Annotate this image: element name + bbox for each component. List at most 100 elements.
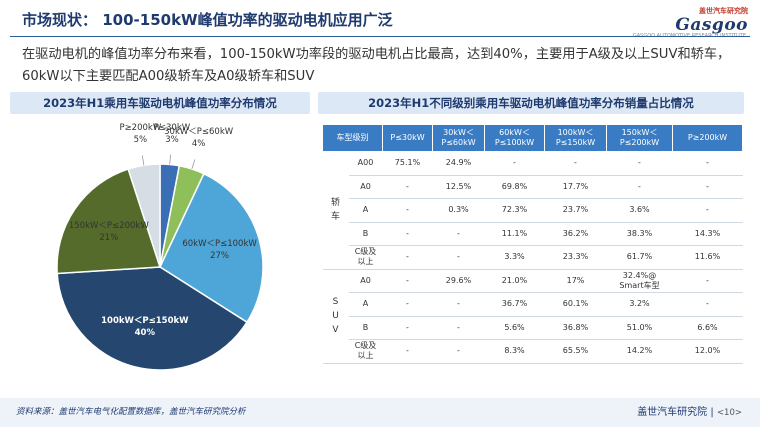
table-cell: 12.5% (432, 175, 485, 199)
source-note: 资料来源：盖世汽车电气化配置数据库，盖世汽车研究院分析 (16, 407, 246, 417)
table-cell: 38.3% (606, 222, 673, 246)
pie-slice-100-150-name: 100kW＜P≤150kW (101, 315, 189, 326)
table-cell: 60.1% (544, 292, 607, 317)
table-header-cell: P≤30kW (382, 124, 433, 152)
pie-slice-60-100-name: 60kW＜P≤100kW (182, 238, 257, 249)
table-cell: 32.4%@ Smart车型 (606, 269, 673, 293)
table-cell: - (382, 175, 433, 199)
pie-slice-150-200-value: 21% (99, 233, 119, 244)
table-header-cell: 30kW＜ P≤60kW (432, 124, 485, 152)
table-cell: 65.5% (544, 339, 607, 364)
table-cell: - (606, 151, 673, 176)
pie-slice-p-le-30-label: P≤30kW 3% (154, 122, 190, 146)
table-level-cell: A00 (348, 151, 383, 176)
table-row: 轿车 A00 75.1% 24.9% - - - - (322, 151, 743, 270)
table-cell: 36.8% (544, 316, 607, 340)
table-header-cell: 车型级别 (322, 124, 383, 152)
table-row: A - -36.7% 60.1% 3.2% - (323, 292, 743, 317)
table-cell: 14.2% (606, 339, 673, 364)
table-cell: 11.6% (672, 245, 743, 270)
table-cell: - (382, 292, 433, 317)
table-cell: - (382, 245, 433, 270)
pie-slice-60-100-value: 27% (210, 250, 230, 261)
table-cell: 0.3% (432, 198, 485, 223)
table-level-cell: A (348, 292, 383, 317)
title-divider (10, 36, 750, 37)
table-level-cell: B (348, 222, 383, 246)
page-number: <10> (716, 408, 742, 418)
logo-main-text: Gasgoo (675, 15, 748, 35)
table-level-cell: B (348, 316, 383, 340)
pie-slice-150-200-name: 150kW＜P≤200kW (68, 221, 149, 232)
table-row: C级及 以上 - -3.3% 23.3% 61.7% 11.6% (323, 245, 743, 270)
pie-slice-p-ge-200-leader (141, 155, 145, 166)
pie-slice-100-150 (56, 266, 249, 371)
table-cell: 11.1% (484, 222, 545, 246)
table-header-cell: P≥200kW (672, 124, 743, 152)
pie-slice-30-60-label: 30kW＜P≤60kW 4% (164, 126, 233, 150)
table-cell: - (544, 151, 607, 176)
table-cell: - (382, 339, 433, 364)
footer-separator: | (710, 407, 717, 418)
pie-slice-60-100-label: 60kW＜P≤100kW 27% (182, 238, 256, 262)
pie-slice-150-200-label: 150kW＜P≤200kW 21% (69, 220, 149, 244)
gasgoo-logo: 盖世汽车研究院 Gasgoo GASGOO AUTOMOTIVE RESEARC… (618, 6, 748, 39)
table-cell: 6.6% (672, 316, 743, 340)
table-cell: 3.2% (606, 292, 673, 317)
table-cell: 21.0% (484, 269, 545, 293)
table-cell: 72.3% (484, 198, 545, 223)
pie-slice-100-150-label: 100kW＜P≤150kW 40% (101, 315, 188, 339)
pie-slice-100-150-value: 40% (134, 327, 155, 338)
table-cell: - (432, 316, 485, 340)
table-cell: 69.8% (484, 175, 545, 199)
table-cell: 24.9% (432, 151, 485, 176)
table-header-cell: 60kW＜ P≤100kW (484, 124, 545, 152)
table-cell: - (382, 198, 433, 223)
table-cell: - (484, 151, 545, 176)
table-cell: - (382, 269, 433, 293)
pie-svg (56, 154, 264, 371)
pie-slice-p-ge-200-label: P≥200kW 5% (119, 122, 161, 146)
table-level-cell: A (348, 198, 383, 223)
pie-slice-60-100 (159, 172, 264, 324)
table-section-title: 2023年H1不同级别乘用车驱动电机峰值功率分布销量占比情况 (318, 92, 744, 114)
table-cell: 36.7% (484, 292, 545, 317)
table-row: S U V A0-29.6% 21.0% 17% 32.4%@ Smart车型 - (322, 269, 743, 364)
table-cell: 23.7% (544, 198, 607, 223)
pie-slice-150-200 (56, 168, 162, 275)
table-cell: 51.0% (606, 316, 673, 340)
table-cell: 3.6% (606, 198, 673, 223)
table-cell: - (672, 198, 743, 223)
power-distribution-table: 车型级别 P≤30kW 30kW＜ P≤60kW 60kW＜ P≤100kW 100kW＜ P… (322, 124, 743, 364)
table-cell: 5.6% (484, 316, 545, 340)
intro-text: 在驱动电机的峰值功率分布来看，100-150kW功率段的驱动电机占比最高，达到4… (22, 47, 731, 84)
table-cell: 12.0% (672, 339, 743, 364)
pie-slice-30-60-leader (191, 159, 196, 170)
table-row: A0-12.5% 69.8% 17.7% - - (323, 175, 743, 199)
footer-bar (0, 398, 760, 427)
table-cell: - (606, 175, 673, 199)
table-level-cell: C级及 以上 (348, 245, 383, 270)
pie-slice-p-le-30-name: P≤30kW (153, 123, 191, 133)
table-header-cell: 100kW＜ P≤150kW (544, 124, 607, 152)
table-cell: - (432, 222, 485, 246)
table-group-label: 轿车 (322, 151, 349, 270)
table-cell: 17.7% (544, 175, 607, 199)
table-row: A -0.3% 72.3% 23.7% 3.6% - (323, 198, 743, 223)
table-row: C级及 以上 - -8.3% 65.5% 14.2% 12.0% (323, 339, 743, 364)
table-level-cell: A0 (348, 175, 383, 199)
table-cell: 29.6% (432, 269, 485, 293)
table-cell: - (432, 339, 485, 364)
pie-slice-30-60-value: 4% (191, 139, 206, 150)
table-header-cell: 150kW＜ P≤200kW (606, 124, 673, 152)
pie-slice-p-le-30-value: 3% (165, 135, 179, 145)
table-cell: 17% (544, 269, 607, 293)
pie-chart: P≤30kW 3% 30kW＜P≤60kW 4% 60kW＜P≤100kW 27% 100k… (10, 122, 310, 392)
pie-slice-30-60-name: 30kW＜P≤60kW (164, 127, 234, 138)
table-cell: 3.3% (484, 245, 545, 270)
table-cell: 23.3% (544, 245, 607, 270)
table-cell: 36.2% (544, 222, 607, 246)
table-row: B - -11.1% 36.2% 38.3% 14.3% (323, 222, 743, 246)
table-cell: - (672, 292, 743, 317)
